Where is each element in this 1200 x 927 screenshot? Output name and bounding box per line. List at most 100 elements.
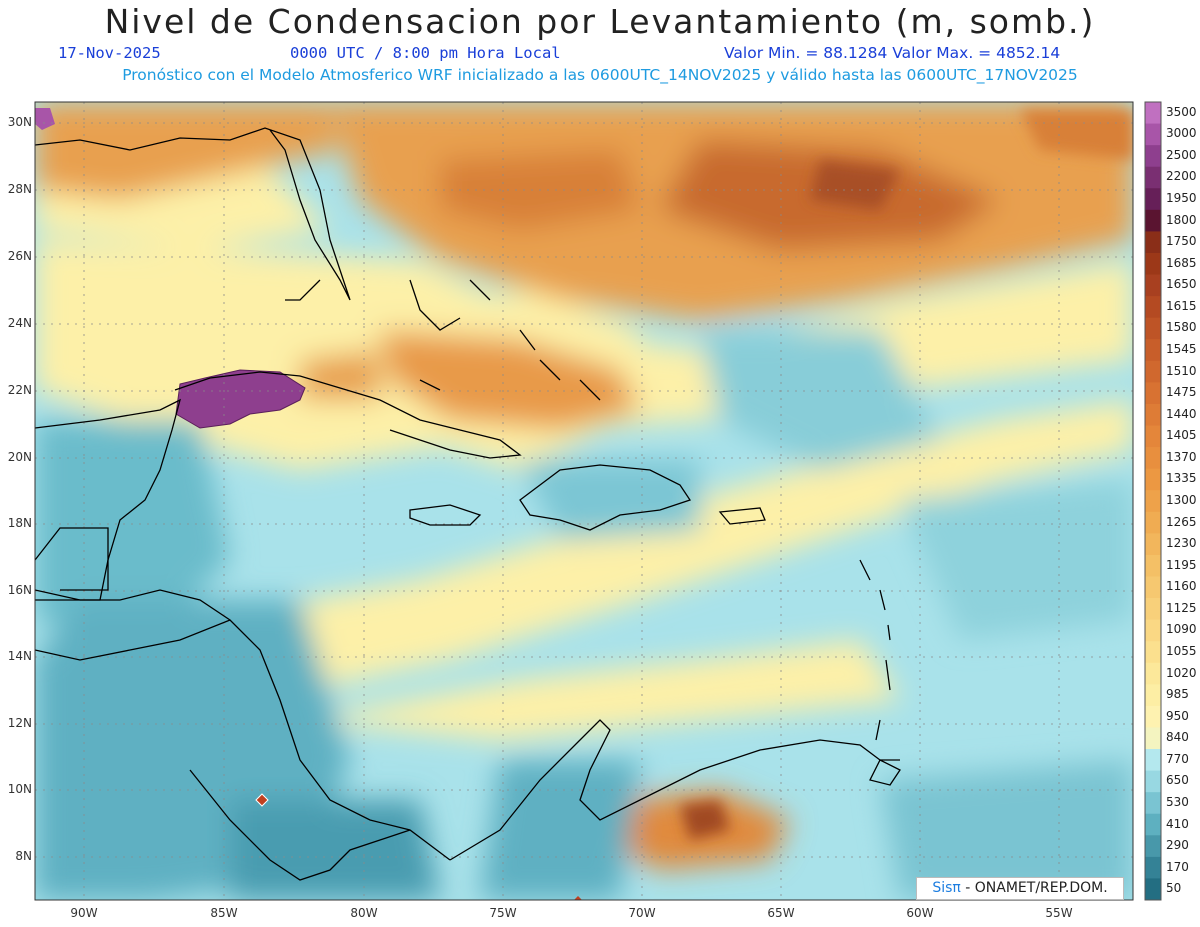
- lat-label: 10N: [7, 782, 32, 796]
- colorbar-label: 1685: [1166, 255, 1197, 270]
- lat-label: 28N: [7, 182, 32, 196]
- colorbar-swatch: [1145, 360, 1161, 383]
- colorbar-label: 1090: [1166, 622, 1197, 637]
- lat-label: 24N: [7, 316, 32, 330]
- colorbar-swatch: [1145, 727, 1161, 750]
- colorbar-swatch: [1145, 317, 1161, 340]
- forecast-date: 17-Nov-2025: [58, 44, 161, 62]
- map-title: Nivel de Condensacion por Levantamiento …: [104, 2, 1096, 41]
- colorbar-swatch: [1145, 468, 1161, 491]
- colorbar-swatch: [1145, 705, 1161, 728]
- colorbar-label: 1510: [1166, 363, 1197, 378]
- colorbar: [1144, 101, 1162, 901]
- colorbar-label: 2500: [1166, 147, 1197, 162]
- colorbar-label: 1335: [1166, 471, 1197, 486]
- colorbar-swatch: [1145, 447, 1161, 470]
- colorbar-border: [1144, 101, 1162, 901]
- colorbar-swatch: [1145, 533, 1161, 556]
- lat-label: 16N: [7, 583, 32, 597]
- colorbar-label: 1750: [1166, 234, 1197, 249]
- colorbar-label: 1650: [1166, 277, 1197, 292]
- colorbar-label: 770: [1166, 751, 1189, 766]
- colorbar-swatch: [1145, 792, 1161, 815]
- colorbar-swatch: [1145, 641, 1161, 664]
- credit-box: Sisπ - ONAMET/REP.DOM.: [916, 877, 1124, 900]
- colorbar-swatch: [1145, 813, 1161, 836]
- colorbar-label: 1440: [1166, 406, 1197, 421]
- colorbar-label: 1160: [1166, 579, 1197, 594]
- lon-label: 55W: [1045, 906, 1073, 920]
- lon-label: 60W: [906, 906, 934, 920]
- colorbar-swatch: [1145, 188, 1161, 211]
- lon-label: 85W: [210, 906, 238, 920]
- colorbar-label: 950: [1166, 708, 1189, 723]
- value-stats: Valor Min. = 88.1284 Valor Max. = 4852.1…: [724, 44, 1061, 62]
- lat-label: 20N: [7, 450, 32, 464]
- lon-label: 70W: [628, 906, 656, 920]
- model-info: Pronóstico con el Modelo Atmosferico WRF…: [122, 66, 1078, 84]
- colorbar-label: 1370: [1166, 449, 1197, 464]
- colorbar-swatch: [1145, 576, 1161, 599]
- colorbar-swatch: [1145, 749, 1161, 772]
- colorbar-swatch: [1145, 835, 1161, 858]
- lat-label: 18N: [7, 516, 32, 530]
- lon-label: 75W: [489, 906, 517, 920]
- colorbar-swatch: [1145, 598, 1161, 621]
- colorbar-label: 2200: [1166, 169, 1197, 184]
- colorbar-label: 1300: [1166, 493, 1197, 507]
- colorbar-label: 1125: [1166, 600, 1197, 615]
- colorbar-label: 1265: [1166, 514, 1197, 529]
- colorbar-swatch: [1145, 296, 1161, 319]
- forecast-time: 0000 UTC / 8:00 pm Hora Local: [290, 44, 561, 62]
- colorbar-swatch: [1145, 425, 1161, 448]
- credit-text: - ONAMET/REP.DOM.: [960, 880, 1108, 896]
- colorbar-swatch: [1145, 166, 1161, 189]
- colorbar-label: 170: [1166, 859, 1189, 874]
- colorbar-swatch: [1145, 490, 1161, 513]
- colorbar-label: 3500: [1166, 104, 1197, 119]
- colorbar-label: 1800: [1166, 212, 1197, 227]
- colorbar-label: 3000: [1166, 126, 1197, 141]
- lat-label: 12N: [7, 716, 32, 730]
- colorbar-label: 1405: [1166, 428, 1197, 443]
- lat-label: 30N: [7, 115, 32, 129]
- colorbar-swatch: [1145, 554, 1161, 577]
- colorbar-swatch: [1145, 662, 1161, 685]
- colorbar-swatch: [1145, 684, 1161, 707]
- lat-label: 14N: [7, 649, 32, 663]
- colorbar-swatch: [1145, 274, 1161, 297]
- colorbar-swatch: [1145, 123, 1161, 146]
- colorbar-swatch: [1145, 209, 1161, 232]
- colorbar-label: 1055: [1166, 643, 1197, 658]
- colorbar-label: 985: [1166, 687, 1189, 702]
- colorbar-label: 1195: [1166, 557, 1197, 572]
- lon-label: 90W: [70, 906, 98, 920]
- colorbar-swatch: [1145, 382, 1161, 405]
- colorbar-swatch: [1145, 231, 1161, 254]
- lat-label: 26N: [7, 249, 32, 263]
- colorbar-label: 1580: [1166, 320, 1197, 335]
- colorbar-swatch: [1145, 145, 1161, 168]
- shaded-field: [35, 102, 1133, 900]
- colorbar-swatch: [1145, 619, 1161, 642]
- colorbar-label: 840: [1166, 730, 1189, 745]
- colorbar-swatch: [1145, 878, 1161, 901]
- lat-label: 8N: [15, 849, 32, 863]
- colorbar-swatch: [1145, 339, 1161, 362]
- colorbar-swatch: [1145, 856, 1161, 879]
- colorbar-swatch: [1145, 102, 1161, 125]
- credit-brand: Sisπ: [932, 880, 961, 896]
- lon-label: 80W: [350, 906, 378, 920]
- colorbar-label: 1475: [1166, 385, 1197, 400]
- colorbar-swatch: [1145, 252, 1161, 276]
- colorbar-swatch: [1145, 770, 1161, 793]
- colorbar-label: 410: [1166, 816, 1189, 831]
- colorbar-swatch: [1145, 511, 1161, 534]
- lat-label: 22N: [7, 383, 32, 397]
- colorbar-swatch: [1145, 403, 1161, 427]
- colorbar-label: 530: [1166, 794, 1189, 809]
- colorbar-label: 290: [1166, 838, 1189, 853]
- colorbar-label: 1950: [1166, 191, 1197, 206]
- colorbar-label: 650: [1166, 773, 1189, 788]
